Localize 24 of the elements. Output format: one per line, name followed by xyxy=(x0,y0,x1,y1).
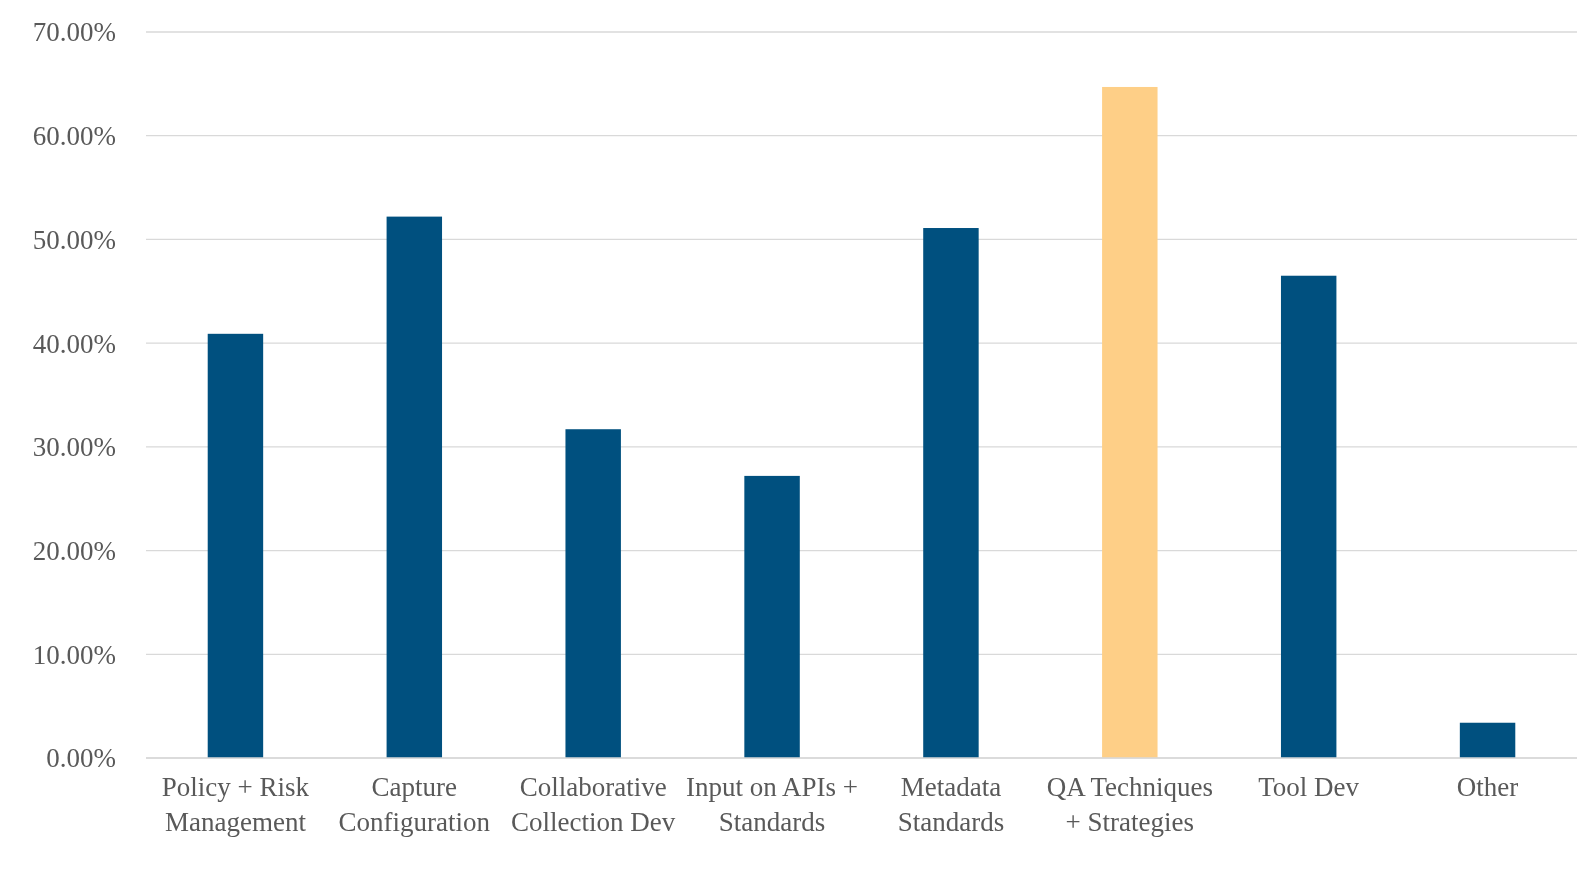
y-tick-label: 70.00% xyxy=(32,17,116,48)
y-tick-label: 20.00% xyxy=(32,536,116,567)
y-tick-label: 10.00% xyxy=(32,639,116,670)
y-tick-label: 60.00% xyxy=(32,121,116,152)
y-tick-label: 40.00% xyxy=(32,328,116,359)
bar xyxy=(1102,86,1158,758)
y-tick-label: 50.00% xyxy=(32,224,116,255)
bar xyxy=(1459,722,1516,758)
bar xyxy=(744,475,800,758)
bar xyxy=(386,216,443,758)
x-tick-label: Collaborative Collection Dev xyxy=(511,772,676,837)
bar xyxy=(565,429,621,758)
x-tick-label: QA Techniques + Strategies xyxy=(1046,772,1213,837)
x-tick-label: Tool Dev xyxy=(1258,772,1360,802)
x-tick-label: Other xyxy=(1456,772,1519,802)
x-tick-label: Policy + Risk Management xyxy=(161,772,310,837)
bar xyxy=(923,228,979,758)
bar xyxy=(207,333,264,758)
x-tick-label: Metadata Standards xyxy=(897,772,1005,837)
x-tick-label: Input on APIs + Standards xyxy=(686,772,859,837)
y-tick-label: 30.00% xyxy=(32,432,116,463)
x-tick-label: Capture Configuration xyxy=(338,772,491,837)
bar xyxy=(1280,275,1337,758)
y-tick-label: 0.00% xyxy=(46,743,116,774)
